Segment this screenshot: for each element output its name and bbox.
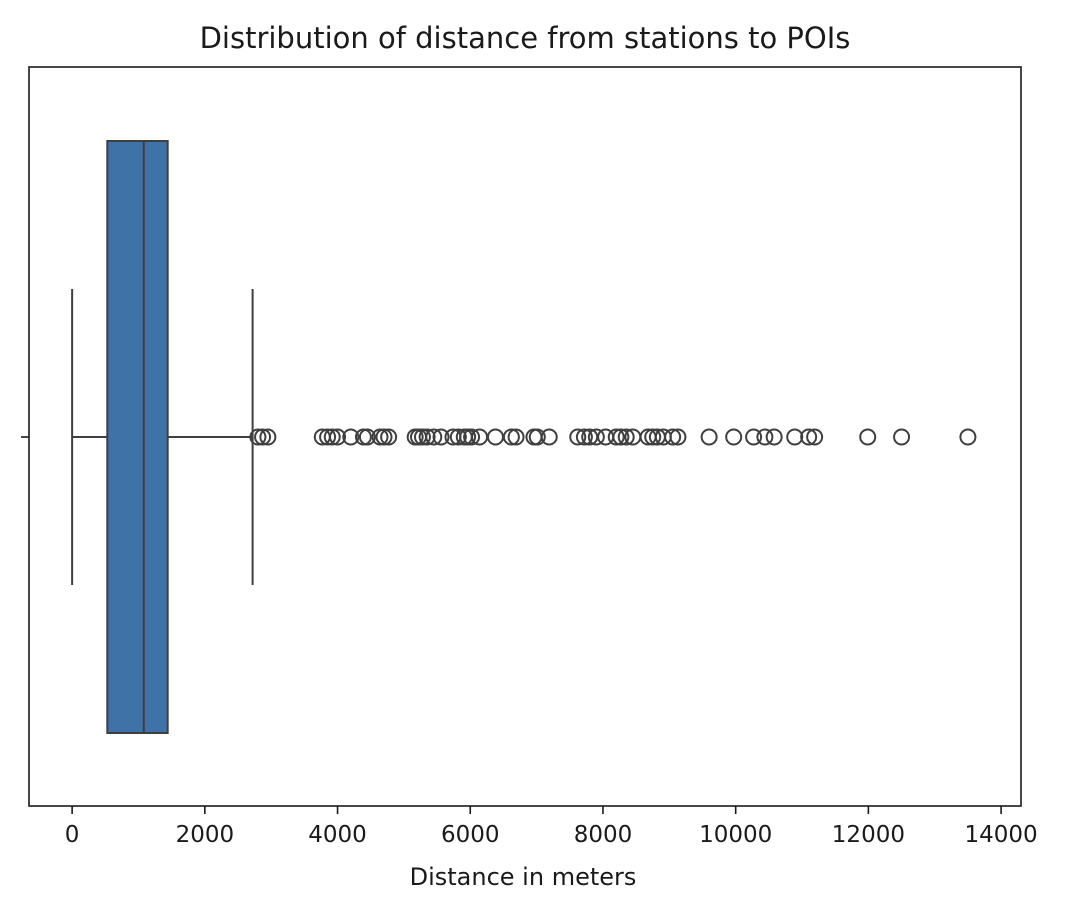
x-tick-label: 0 <box>65 822 80 848</box>
outlier-point <box>540 428 558 446</box>
outlier-point <box>449 428 467 446</box>
x-tick-label: 12000 <box>832 822 905 848</box>
outlier-point <box>486 428 504 446</box>
x-tick-label: 10000 <box>699 822 772 848</box>
outlier-point <box>859 428 877 446</box>
plot-area <box>71 140 977 734</box>
x-tick-label: 2000 <box>176 822 235 848</box>
outlier-point <box>254 428 272 446</box>
outlier-point <box>587 428 605 446</box>
outlier-point <box>765 428 783 446</box>
outlier-point <box>425 428 443 446</box>
outlier-point <box>756 428 774 446</box>
x-tick-label: 4000 <box>308 822 367 848</box>
outlier-point <box>319 428 337 446</box>
outlier-point <box>418 428 436 446</box>
outlier-point <box>745 428 763 446</box>
outlier-point <box>507 428 525 446</box>
outlier-point <box>893 428 911 446</box>
x-axis-label: Distance in meters <box>410 863 637 891</box>
outlier-point <box>342 428 360 446</box>
outlier-point <box>249 428 267 446</box>
outlier-point <box>413 428 431 446</box>
outlier-point <box>525 428 543 446</box>
outlier-point <box>612 428 630 446</box>
outlier-point <box>375 428 393 446</box>
outlier-point <box>644 428 662 446</box>
outlier-point <box>959 428 977 446</box>
x-axis: 0 2000 4000 6000 8000 10000 12000 14000 <box>65 806 1038 848</box>
outlier-point <box>528 428 546 446</box>
outlier-point <box>725 428 743 446</box>
chart-title: Distribution of distance from stations t… <box>200 21 851 55</box>
outlier-point <box>358 428 376 446</box>
outlier-point <box>607 428 625 446</box>
outlier-point <box>617 428 635 446</box>
outlier-point <box>664 428 682 446</box>
outlier-point <box>463 428 481 446</box>
outlier-point <box>329 428 347 446</box>
outlier-point <box>502 428 520 446</box>
outlier-point <box>432 428 450 446</box>
x-tick-label: 14000 <box>965 822 1038 848</box>
outlier-point <box>569 428 587 446</box>
outlier-point <box>786 428 804 446</box>
x-tick-label: 8000 <box>574 822 633 848</box>
outlier-point <box>575 428 593 446</box>
outlier-point <box>806 428 824 446</box>
outlier-point <box>323 428 341 446</box>
outlier-point <box>800 428 818 446</box>
x-tick-label: 6000 <box>441 822 500 848</box>
outlier-point <box>259 428 277 446</box>
iqr-box <box>106 140 169 734</box>
outlier-point <box>669 428 687 446</box>
outlier-point <box>380 428 398 446</box>
outlier-point <box>700 428 718 446</box>
